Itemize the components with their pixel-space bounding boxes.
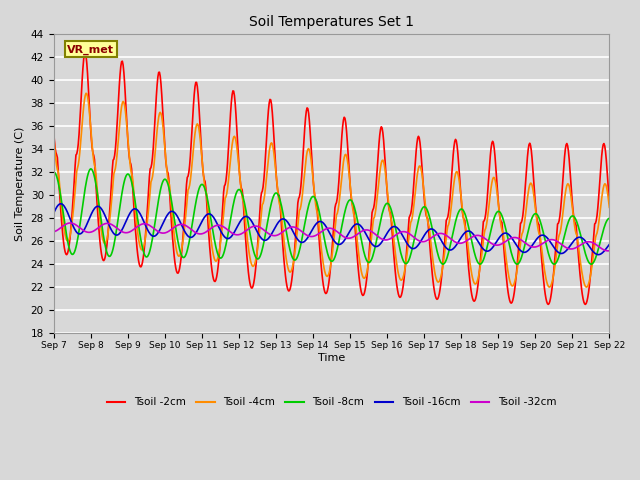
Tsoil -4cm xyxy=(82,90,90,96)
Tsoil -32cm xyxy=(174,222,182,228)
Tsoil -32cm xyxy=(605,248,613,253)
Tsoil -2cm xyxy=(204,210,211,216)
Tsoil -8cm xyxy=(439,261,447,267)
Tsoil -16cm xyxy=(204,211,211,217)
Tsoil -2cm xyxy=(81,49,89,55)
Tsoil -2cm xyxy=(400,279,408,285)
Tsoil -2cm xyxy=(50,126,58,132)
Title: Soil Temperatures Set 1: Soil Temperatures Set 1 xyxy=(249,15,414,29)
Tsoil -4cm xyxy=(60,222,67,228)
Tsoil -8cm xyxy=(118,192,125,198)
Tsoil -32cm xyxy=(60,223,67,228)
Tsoil -8cm xyxy=(60,213,67,218)
Tsoil -2cm xyxy=(174,270,182,276)
Line: Tsoil -2cm: Tsoil -2cm xyxy=(54,52,609,304)
Tsoil -4cm xyxy=(416,163,424,169)
Tsoil -4cm xyxy=(582,284,590,290)
Tsoil -2cm xyxy=(545,301,552,307)
Tsoil -8cm xyxy=(416,211,424,217)
Tsoil -8cm xyxy=(174,239,182,244)
Tsoil -16cm xyxy=(595,252,602,257)
Tsoil -32cm xyxy=(604,248,612,254)
Tsoil -32cm xyxy=(67,220,74,226)
Tsoil -32cm xyxy=(400,229,408,235)
Line: Tsoil -8cm: Tsoil -8cm xyxy=(54,169,609,264)
Tsoil -16cm xyxy=(61,204,68,209)
Tsoil -32cm xyxy=(118,228,125,234)
Tsoil -4cm xyxy=(50,132,58,138)
Tsoil -16cm xyxy=(50,211,58,216)
Tsoil -32cm xyxy=(204,228,211,234)
Legend: Tsoil -2cm, Tsoil -4cm, Tsoil -8cm, Tsoil -16cm, Tsoil -32cm: Tsoil -2cm, Tsoil -4cm, Tsoil -8cm, Tsoi… xyxy=(102,393,561,411)
Tsoil -16cm xyxy=(416,240,424,245)
Tsoil -4cm xyxy=(118,104,125,110)
Tsoil -4cm xyxy=(204,199,211,205)
Tsoil -4cm xyxy=(174,252,182,258)
Tsoil -32cm xyxy=(50,229,58,235)
Tsoil -8cm xyxy=(400,259,408,264)
Tsoil -16cm xyxy=(57,201,65,207)
Tsoil -8cm xyxy=(50,169,58,175)
Tsoil -16cm xyxy=(174,215,182,220)
Tsoil -8cm xyxy=(204,196,211,202)
Line: Tsoil -4cm: Tsoil -4cm xyxy=(54,93,609,287)
Tsoil -4cm xyxy=(605,204,613,210)
Text: VR_met: VR_met xyxy=(67,44,115,55)
Tsoil -32cm xyxy=(416,238,424,244)
Tsoil -16cm xyxy=(118,228,125,233)
Tsoil -8cm xyxy=(87,166,95,172)
Tsoil -2cm xyxy=(605,200,613,205)
Tsoil -2cm xyxy=(60,240,67,245)
Tsoil -16cm xyxy=(605,241,613,247)
Tsoil -16cm xyxy=(400,235,408,240)
Y-axis label: Soil Temperature (C): Soil Temperature (C) xyxy=(15,127,25,241)
Line: Tsoil -16cm: Tsoil -16cm xyxy=(54,204,609,254)
Tsoil -2cm xyxy=(118,59,125,65)
Tsoil -2cm xyxy=(416,140,424,145)
X-axis label: Time: Time xyxy=(318,352,345,362)
Line: Tsoil -32cm: Tsoil -32cm xyxy=(54,223,609,251)
Tsoil -4cm xyxy=(400,272,408,278)
Tsoil -8cm xyxy=(605,216,613,221)
